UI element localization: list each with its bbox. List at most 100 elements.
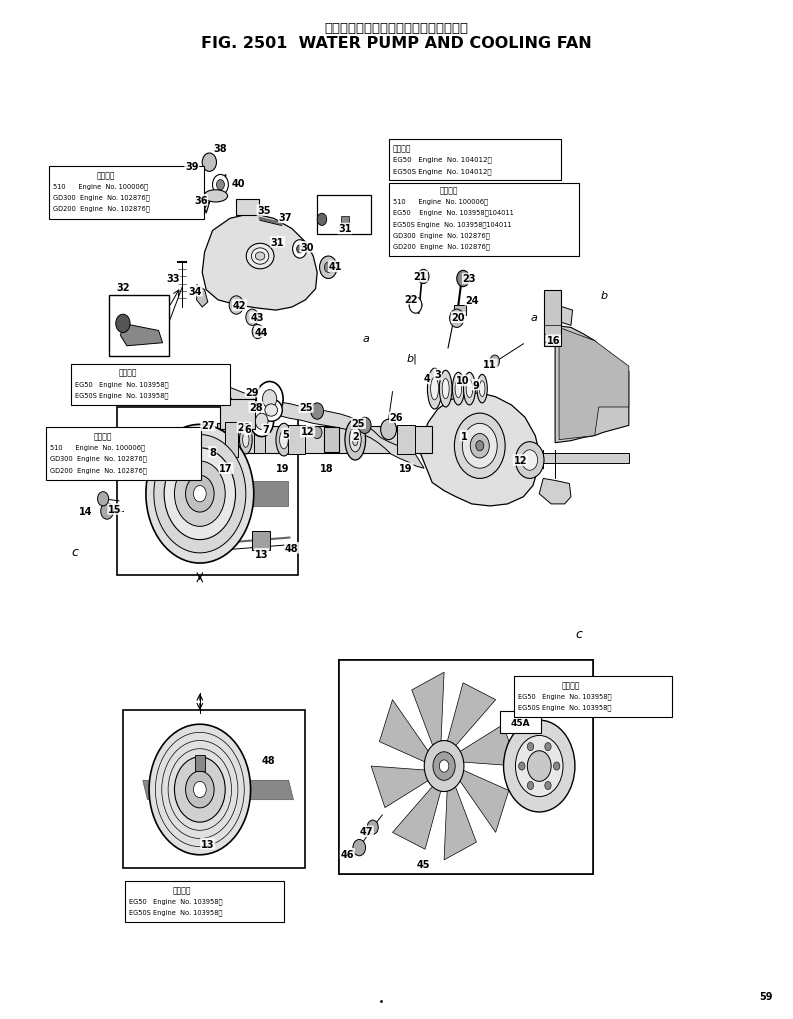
- Ellipse shape: [260, 399, 282, 422]
- Text: 39: 39: [185, 162, 199, 172]
- Circle shape: [522, 450, 538, 471]
- Text: 35: 35: [257, 206, 271, 216]
- Ellipse shape: [276, 424, 292, 457]
- Text: 47: 47: [359, 826, 374, 837]
- Text: 10: 10: [456, 376, 470, 386]
- Circle shape: [164, 448, 236, 540]
- Text: 適用号番: 適用号番: [94, 432, 112, 440]
- Text: 3: 3: [435, 370, 441, 380]
- Circle shape: [256, 382, 283, 417]
- Text: EG50   Engine  No. 103958～: EG50 Engine No. 103958～: [129, 898, 223, 904]
- Ellipse shape: [251, 249, 269, 265]
- Text: EG50S Engine  No. 103958～: EG50S Engine No. 103958～: [75, 392, 169, 398]
- Circle shape: [409, 298, 422, 314]
- Bar: [123, 710, 305, 868]
- Text: 23: 23: [462, 274, 477, 284]
- Text: 510      Engine  No. 100006～: 510 Engine No. 100006～: [50, 444, 145, 450]
- Text: 13: 13: [255, 549, 269, 559]
- Text: 18: 18: [320, 464, 334, 474]
- Circle shape: [527, 782, 534, 790]
- Bar: [225, 423, 238, 458]
- Bar: [500, 711, 541, 734]
- Text: 510      Engine  No. 100006～: 510 Engine No. 100006～: [53, 183, 148, 190]
- Circle shape: [213, 449, 224, 464]
- Text: 適用号番: 適用号番: [173, 886, 191, 894]
- Text: 29: 29: [237, 423, 251, 433]
- Text: 22: 22: [404, 294, 418, 305]
- Polygon shape: [371, 766, 438, 808]
- Ellipse shape: [427, 369, 442, 410]
- Circle shape: [149, 725, 251, 855]
- Text: 19: 19: [275, 464, 289, 474]
- Text: EG50    Engine  No. 103958～104011: EG50 Engine No. 103958～104011: [393, 210, 513, 216]
- Text: 36: 36: [193, 196, 208, 206]
- Circle shape: [454, 414, 505, 479]
- Circle shape: [381, 420, 396, 440]
- Circle shape: [186, 771, 214, 808]
- Circle shape: [297, 246, 303, 254]
- Circle shape: [554, 762, 560, 770]
- Text: GD200  Engine  No. 102876～: GD200 Engine No. 102876～: [50, 467, 147, 473]
- Text: EG50S Engine  No. 103958～104011: EG50S Engine No. 103958～104011: [393, 221, 511, 227]
- Circle shape: [424, 741, 464, 792]
- Ellipse shape: [479, 381, 485, 397]
- Text: 44: 44: [255, 327, 269, 337]
- Text: EG50S Engine  No. 104012～: EG50S Engine No. 104012～: [393, 168, 491, 174]
- Circle shape: [353, 840, 366, 856]
- Text: EG50   Engine  No. 103958～: EG50 Engine No. 103958～: [75, 381, 169, 387]
- Text: 59: 59: [760, 990, 773, 1001]
- Bar: [46, 428, 201, 481]
- Text: 25: 25: [351, 419, 366, 429]
- Text: EG50   Engine  No. 103958～: EG50 Engine No. 103958～: [518, 693, 611, 699]
- Bar: [236, 200, 259, 216]
- Circle shape: [462, 424, 497, 469]
- Text: 適用号番: 適用号番: [561, 681, 580, 689]
- Text: 41: 41: [328, 262, 343, 272]
- Circle shape: [320, 257, 337, 279]
- Circle shape: [450, 310, 464, 328]
- Circle shape: [246, 310, 259, 326]
- Bar: [389, 183, 579, 257]
- Polygon shape: [444, 774, 477, 860]
- Text: c: c: [72, 546, 79, 558]
- Circle shape: [457, 271, 469, 287]
- Polygon shape: [217, 379, 424, 469]
- Text: 43: 43: [250, 313, 264, 323]
- Text: 46: 46: [340, 849, 354, 859]
- Text: b: b: [601, 290, 607, 301]
- Text: 6: 6: [244, 425, 251, 435]
- Text: 45: 45: [416, 859, 431, 869]
- Text: a: a: [363, 333, 370, 343]
- Text: 48: 48: [261, 755, 275, 765]
- Text: 16: 16: [546, 335, 561, 345]
- Polygon shape: [543, 453, 629, 464]
- Text: 48: 48: [285, 543, 299, 553]
- Bar: [339, 660, 593, 874]
- Bar: [254, 427, 265, 453]
- Text: 11: 11: [483, 360, 497, 370]
- Bar: [341, 217, 349, 225]
- Circle shape: [312, 427, 322, 439]
- Text: 21: 21: [413, 272, 427, 282]
- Text: c: c: [576, 628, 582, 640]
- Ellipse shape: [255, 253, 265, 261]
- Circle shape: [146, 425, 254, 564]
- Bar: [71, 365, 230, 406]
- Bar: [514, 677, 672, 717]
- Polygon shape: [393, 779, 444, 850]
- Bar: [544, 290, 561, 346]
- Ellipse shape: [452, 373, 465, 406]
- Circle shape: [418, 270, 429, 284]
- Bar: [454, 306, 466, 316]
- Ellipse shape: [409, 301, 422, 311]
- Text: b|: b|: [407, 354, 418, 364]
- Ellipse shape: [280, 431, 289, 449]
- Text: 適用号番: 適用号番: [440, 186, 458, 195]
- Circle shape: [490, 356, 500, 368]
- Circle shape: [193, 167, 204, 181]
- Bar: [220, 399, 255, 430]
- Bar: [317, 196, 371, 234]
- Ellipse shape: [265, 405, 278, 417]
- Text: 32: 32: [116, 282, 130, 292]
- Ellipse shape: [239, 426, 252, 454]
